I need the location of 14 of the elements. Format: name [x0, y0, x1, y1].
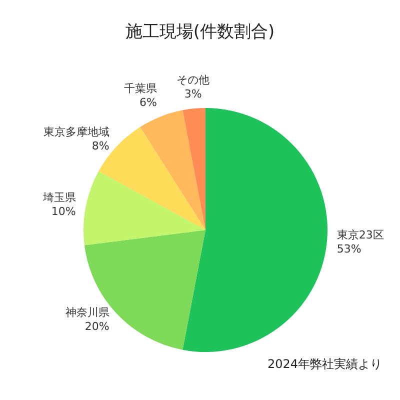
data-label: 20% [84, 320, 110, 334]
slice-label: その他 [176, 73, 210, 86]
slice-label: 東京多摩地域 [43, 126, 110, 138]
data-label: 10% [51, 205, 76, 218]
text: 2024年弊社実績より [267, 356, 382, 373]
data-label: 3% [184, 87, 202, 100]
data-label: 6% [139, 96, 157, 110]
slice-label: 埼玉県 [42, 191, 76, 204]
data-label: 53% [336, 242, 362, 256]
slice-label: 東京23区 [336, 228, 384, 242]
data-label: 8% [92, 140, 110, 152]
slice-label: 神奈川県 [65, 306, 110, 320]
chart-title: 施工現場(件数割合) [124, 21, 276, 43]
slice-label: 千葉県 [124, 82, 157, 96]
